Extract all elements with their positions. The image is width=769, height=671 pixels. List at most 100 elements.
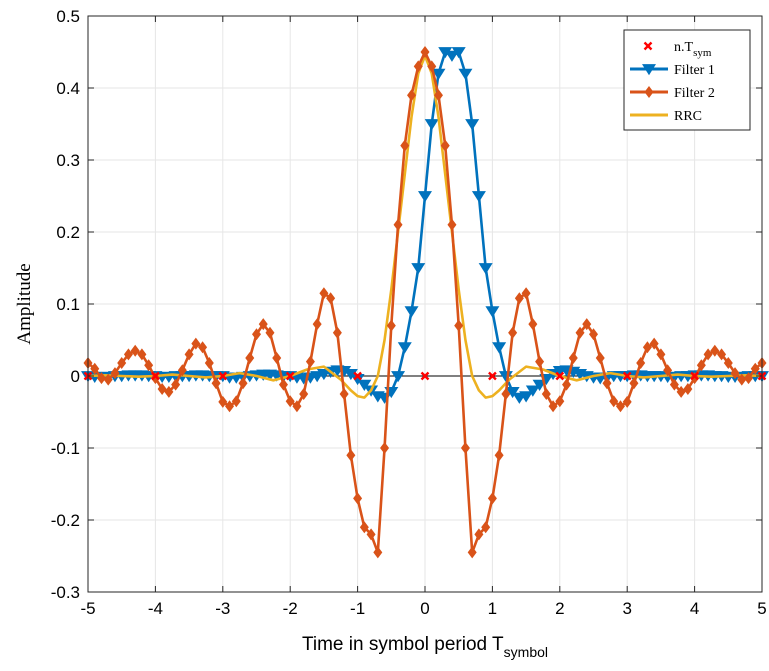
legend: n.Tsym Filter 1 Filter 2 RRC — [623, 29, 751, 131]
data-point-filter-2 — [501, 388, 511, 400]
legend-marker — [642, 64, 656, 76]
data-point-filter-2 — [305, 355, 315, 368]
data-point-n-t-sym — [622, 371, 632, 381]
x-tick-label: -4 — [148, 599, 163, 618]
data-point-filter-1 — [478, 263, 493, 275]
data-point-filter-2 — [622, 395, 632, 408]
data-point-filter-2 — [562, 378, 572, 391]
data-point-filter-1 — [498, 371, 513, 383]
legend-label: Filter 2 — [674, 86, 715, 101]
series-n-t-sym — [83, 371, 767, 381]
y-tick-label: -0.3 — [51, 583, 80, 602]
data-point-n-t-sym — [285, 371, 295, 381]
data-point-filter-2 — [204, 357, 214, 370]
data-point-filter-2 — [420, 46, 430, 58]
data-point-filter-2 — [717, 348, 727, 361]
x-tick-label: 5 — [757, 599, 766, 618]
y-tick-label: -0.2 — [51, 511, 80, 530]
data-point-filter-2 — [144, 359, 154, 372]
data-point-filter-2 — [407, 89, 417, 102]
plot-area — [81, 46, 769, 559]
data-point-filter-1 — [411, 263, 426, 275]
data-point-n-t-sym — [353, 371, 362, 381]
y-tick-label: 0.1 — [56, 295, 80, 314]
legend-marker — [643, 41, 653, 51]
data-point-filter-1 — [350, 373, 365, 386]
data-point-filter-2 — [292, 400, 302, 413]
data-point-filter-2 — [117, 357, 127, 370]
data-point-filter-2 — [413, 60, 423, 73]
data-point-filter-2 — [373, 546, 383, 559]
data-point-filter-2 — [177, 364, 187, 377]
data-point-filter-2 — [339, 388, 349, 400]
data-point-n-t-sym — [218, 371, 228, 381]
data-point-filter-2 — [231, 395, 241, 408]
data-point-filter-2 — [265, 326, 275, 339]
data-point-filter-1 — [424, 119, 439, 131]
data-point-filter-2 — [184, 348, 194, 361]
legend-box — [623, 29, 751, 131]
data-point-filter-1 — [451, 47, 466, 59]
y-axis-label: Amplitude — [14, 263, 35, 344]
data-point-filter-2 — [252, 328, 261, 341]
data-point-filter-2 — [703, 348, 713, 361]
data-point-filter-2 — [96, 372, 106, 385]
data-point-filter-2 — [474, 528, 484, 541]
data-point-filter-2 — [609, 395, 619, 408]
x-tick-label: 1 — [488, 599, 497, 618]
data-point-filter-2 — [103, 373, 113, 386]
data-point-filter-2 — [467, 546, 477, 559]
data-point-filter-2 — [433, 89, 443, 102]
data-point-filter-2 — [359, 521, 369, 534]
data-point-filter-2 — [427, 60, 437, 73]
y-tick-label: 0.2 — [56, 223, 80, 242]
data-point-filter-2 — [386, 319, 396, 332]
legend-label: Filter 1 — [674, 63, 715, 78]
data-point-filter-2 — [528, 318, 538, 331]
data-point-filter-2 — [521, 287, 531, 300]
data-point-filter-2 — [312, 318, 322, 331]
data-point-filter-2 — [157, 382, 167, 395]
data-point-filter-2 — [245, 352, 255, 364]
data-point-filter-1 — [444, 50, 459, 62]
data-point-filter-2 — [278, 378, 288, 391]
data-point-filter-2 — [123, 348, 133, 361]
data-point-filter-2 — [615, 400, 625, 413]
data-point-filter-2 — [130, 344, 140, 357]
data-point-filter-2 — [481, 521, 491, 534]
data-point-filter-1 — [492, 342, 507, 354]
y-tick-label: 0.3 — [56, 151, 80, 170]
data-point-filter-2 — [326, 292, 336, 305]
data-point-filter-2 — [710, 344, 720, 357]
y-tick-label: -0.1 — [51, 439, 80, 458]
data-point-filter-2 — [750, 362, 760, 375]
data-point-filter-2 — [258, 318, 268, 331]
data-point-filter-2 — [555, 395, 565, 408]
data-point-filter-2 — [642, 341, 652, 354]
legend-marker — [644, 86, 654, 98]
data-point-filter-2 — [211, 377, 221, 390]
data-point-filter-2 — [683, 382, 693, 395]
data-point-filter-1 — [471, 191, 486, 203]
data-point-filter-2 — [582, 318, 592, 331]
series-filter-2 — [83, 46, 767, 559]
data-point-filter-2 — [494, 449, 504, 462]
data-point-filter-2 — [225, 400, 235, 413]
data-point-filter-2 — [669, 378, 679, 391]
data-point-filter-2 — [299, 388, 309, 400]
x-tick-label: 2 — [555, 599, 564, 618]
data-point-filter-2 — [508, 326, 518, 339]
data-point-filter-2 — [171, 378, 181, 391]
data-point-filter-2 — [737, 373, 747, 386]
data-point-filter-2 — [602, 377, 612, 390]
data-point-filter-2 — [663, 364, 673, 377]
data-point-filter-2 — [454, 319, 464, 332]
data-point-filter-2 — [198, 341, 208, 354]
data-point-n-t-sym — [488, 371, 497, 381]
data-point-filter-2 — [238, 377, 248, 390]
data-point-filter-2 — [110, 367, 120, 380]
legend-label: RRC — [674, 109, 702, 124]
data-point-filter-1 — [397, 342, 412, 354]
legend-item: Filter 1 — [630, 63, 715, 78]
y-tick-label: 0 — [71, 367, 80, 386]
